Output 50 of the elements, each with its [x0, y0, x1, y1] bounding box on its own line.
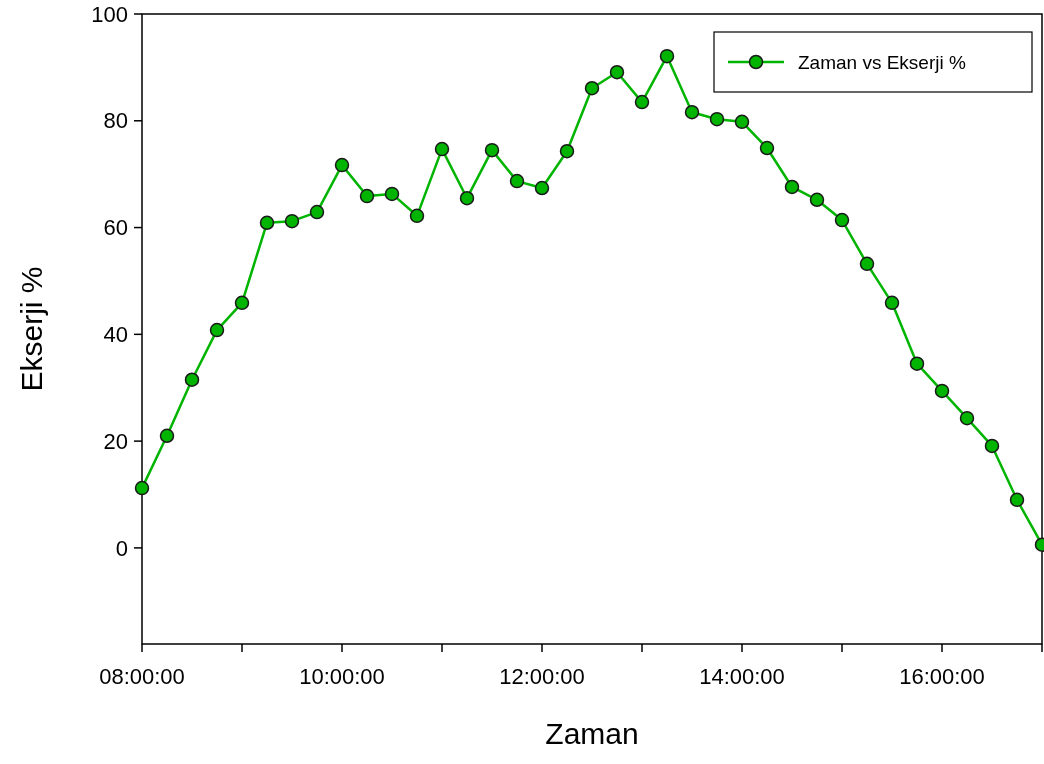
point — [659, 48, 675, 64]
y-axis-title: Ekserji % — [15, 266, 48, 392]
point — [484, 142, 500, 158]
x-tick-label: 08:00:00 — [99, 664, 185, 689]
point — [984, 438, 1000, 454]
point — [809, 192, 825, 208]
x-tick-label: 14:00:00 — [699, 664, 785, 689]
point — [734, 114, 750, 130]
y-tick-label: 60 — [103, 215, 128, 241]
x-tick-label: 16:00:00 — [899, 664, 985, 689]
point — [784, 179, 800, 195]
legend-label: Zaman vs Ekserji % — [798, 51, 966, 73]
y-tick-label: 0 — [115, 535, 128, 561]
point — [434, 141, 450, 157]
point — [609, 64, 625, 80]
y-tick-label: 40 — [103, 322, 128, 348]
y-tick-label: 20 — [103, 428, 128, 454]
point — [259, 215, 275, 230]
point — [959, 410, 975, 426]
point — [234, 295, 250, 311]
point — [184, 372, 200, 387]
point — [309, 204, 325, 220]
point — [284, 213, 300, 229]
point — [684, 104, 700, 120]
point — [534, 180, 550, 196]
point — [759, 140, 775, 156]
point — [859, 256, 875, 272]
x-tick-label: 12:00:00 — [499, 664, 585, 689]
x-tick-label: 10:00:00 — [299, 664, 385, 689]
point — [459, 190, 475, 206]
y-tick-label: 100 — [91, 1, 128, 27]
point — [709, 111, 725, 127]
point — [409, 208, 425, 224]
point — [209, 322, 225, 338]
point — [584, 80, 600, 96]
y-tick-label: 80 — [103, 108, 128, 134]
x-axis-title: Zaman — [545, 717, 639, 750]
point — [909, 356, 925, 371]
point — [559, 143, 575, 159]
point — [134, 480, 150, 496]
point — [159, 428, 175, 444]
point — [384, 186, 400, 202]
point — [334, 157, 350, 173]
point — [934, 383, 950, 399]
point — [884, 295, 900, 311]
point — [509, 173, 525, 189]
point — [1009, 492, 1025, 508]
point — [359, 188, 375, 204]
point — [834, 212, 850, 228]
point — [634, 94, 650, 110]
